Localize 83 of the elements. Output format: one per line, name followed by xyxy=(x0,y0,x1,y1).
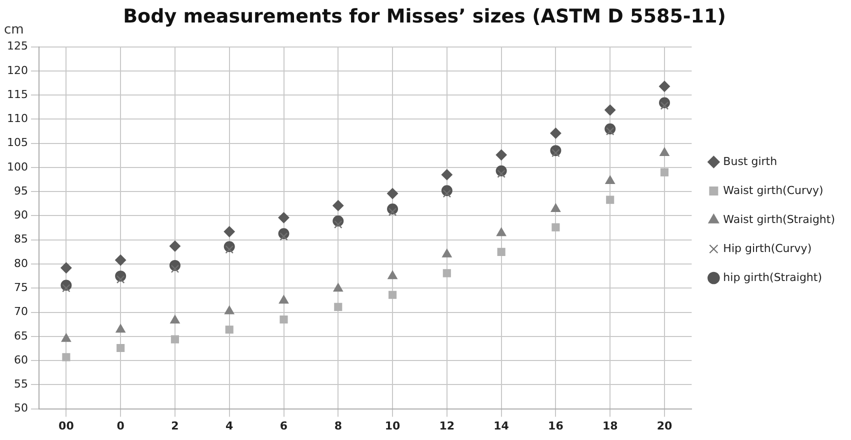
point xyxy=(660,147,670,156)
chart-title: Body measurements for Misses’ sizes (ASTM D 5585-11) xyxy=(123,5,726,28)
point xyxy=(170,335,180,344)
point xyxy=(280,315,288,324)
legend-label: Hip girth(Curvy) xyxy=(723,242,812,255)
legend-label: Bust girth xyxy=(723,154,778,168)
y-tick-label: 105 xyxy=(6,136,28,150)
point xyxy=(606,196,614,204)
point xyxy=(550,128,562,139)
point xyxy=(333,283,343,292)
y-tick-label: 80 xyxy=(14,256,28,270)
point xyxy=(116,344,125,352)
x-tick-label: 14 xyxy=(494,419,510,432)
point xyxy=(442,189,452,198)
point xyxy=(388,208,397,216)
x-tick-label: 16 xyxy=(548,419,564,432)
point xyxy=(660,168,669,176)
point xyxy=(550,203,561,212)
point xyxy=(497,170,506,178)
point xyxy=(225,245,234,254)
x-tick-label: 20 xyxy=(656,419,672,432)
x-tick-label: 0 xyxy=(116,419,125,432)
point xyxy=(552,223,560,232)
y-tick-label: 85 xyxy=(14,232,28,246)
x-tick-label: 4 xyxy=(226,419,234,432)
y-tick-label: 115 xyxy=(6,88,28,101)
point xyxy=(496,228,506,236)
legend-label: Waist girth(Curvy) xyxy=(723,184,824,197)
y-tick-label: 95 xyxy=(14,184,28,198)
y-tick-label: 125 xyxy=(6,40,28,53)
point xyxy=(606,127,614,136)
y-tick-label: 75 xyxy=(14,280,28,294)
point xyxy=(604,104,616,116)
point xyxy=(170,314,180,324)
y-tick-label: 110 xyxy=(6,112,28,126)
point xyxy=(660,102,669,110)
point xyxy=(497,248,506,256)
x-tick-label: 18 xyxy=(602,419,618,432)
y-tick-label: 100 xyxy=(6,160,28,174)
y-tick-label: 50 xyxy=(14,402,28,415)
point xyxy=(62,353,70,362)
x-tick-label: 8 xyxy=(334,419,342,432)
y-tick-label: 90 xyxy=(14,208,28,222)
y-tick-label: 55 xyxy=(14,378,28,391)
point xyxy=(388,270,398,280)
point xyxy=(116,324,126,333)
x-tick-label: 00 xyxy=(58,419,74,432)
point xyxy=(388,290,397,299)
point xyxy=(225,326,234,334)
point xyxy=(170,264,180,273)
point xyxy=(116,275,125,284)
legend-label: hip girth(Straight) xyxy=(723,270,822,284)
point xyxy=(552,148,560,158)
y-tick-label: 70 xyxy=(14,305,28,318)
point xyxy=(387,188,398,200)
x-tick-label: 2 xyxy=(171,419,179,432)
point xyxy=(224,306,234,314)
point xyxy=(280,232,288,241)
point xyxy=(496,149,507,160)
y-tick-label: 120 xyxy=(6,64,28,77)
point xyxy=(278,295,289,304)
point xyxy=(441,169,452,180)
point xyxy=(169,240,180,252)
point xyxy=(442,248,452,258)
y-axis-title: cm xyxy=(4,22,24,38)
point xyxy=(224,226,235,238)
y-tick-label: 60 xyxy=(14,353,28,366)
x-tick-label: 6 xyxy=(280,419,288,432)
point xyxy=(605,175,615,184)
x-tick-label: 10 xyxy=(384,419,401,432)
point xyxy=(334,302,342,311)
point xyxy=(278,212,290,224)
point xyxy=(62,284,70,292)
point xyxy=(332,200,344,212)
y-tick-label: 65 xyxy=(14,329,28,342)
point xyxy=(334,220,342,229)
legend-label: Waist girth(Straight) xyxy=(723,212,836,226)
point xyxy=(658,80,670,92)
point xyxy=(115,254,126,266)
point xyxy=(60,262,72,274)
x-tick-label: 12 xyxy=(439,419,455,432)
point xyxy=(61,333,72,342)
point xyxy=(442,269,451,278)
